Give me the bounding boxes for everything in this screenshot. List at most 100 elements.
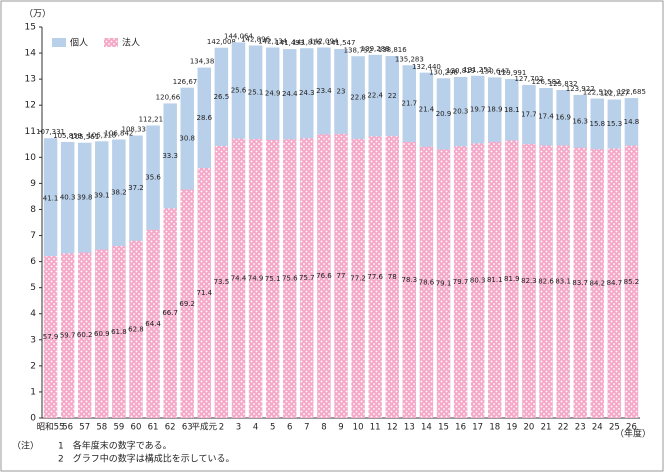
bar-segment bbox=[317, 47, 331, 135]
data-label: 25.6 bbox=[231, 87, 247, 95]
bar-segment bbox=[129, 240, 143, 418]
bar-segment bbox=[214, 47, 229, 146]
total-label: 141,547 bbox=[327, 39, 356, 47]
bar-segment bbox=[112, 245, 126, 418]
bar-segment bbox=[556, 145, 570, 418]
x-tick-label: 12 bbox=[387, 423, 398, 433]
x-tick-label: 5 bbox=[270, 423, 275, 433]
total-label: 106,842 bbox=[104, 129, 133, 137]
bar-segment bbox=[351, 138, 365, 418]
x-tick-label: 62 bbox=[165, 423, 176, 433]
bar-segment bbox=[60, 253, 75, 418]
y-tick-label: 11 bbox=[25, 127, 36, 137]
data-label: 77.6 bbox=[367, 273, 383, 281]
total-label: 139,288 bbox=[361, 45, 390, 53]
bar-segment bbox=[129, 135, 143, 241]
x-tick-label: 58 bbox=[96, 423, 107, 433]
legend-label: 法人 bbox=[122, 37, 140, 49]
bar-segment bbox=[573, 94, 587, 148]
bar-segment bbox=[265, 47, 280, 140]
y-tick-label: 15 bbox=[25, 23, 36, 33]
bar-segment bbox=[43, 141, 58, 257]
bar-segment bbox=[607, 99, 622, 149]
data-label: 61.8 bbox=[111, 328, 127, 336]
bar-segment bbox=[214, 145, 229, 418]
data-label: 76.6 bbox=[316, 272, 332, 280]
bar-segment bbox=[590, 149, 604, 419]
total-label: 108,337 bbox=[121, 126, 150, 134]
y-tick-label: 10 bbox=[25, 153, 37, 163]
data-label: 64.4 bbox=[145, 320, 161, 328]
y-tick-label: 3 bbox=[30, 335, 36, 345]
data-label: 17.7 bbox=[521, 111, 537, 119]
total-label: 131,251 bbox=[463, 66, 492, 74]
data-label: 79.1 bbox=[436, 280, 452, 288]
x-tick-label: 60 bbox=[131, 423, 142, 433]
total-label: 126,582 bbox=[532, 78, 561, 86]
bar-segment bbox=[522, 144, 536, 418]
data-label: 74.4 bbox=[231, 274, 247, 282]
total-label: 129,991 bbox=[497, 69, 526, 77]
data-label: 62.8 bbox=[128, 325, 144, 333]
data-label: 79.7 bbox=[453, 278, 469, 286]
bar-segment bbox=[471, 75, 485, 144]
total-label: 141,816 bbox=[292, 38, 321, 46]
data-label: 22.4 bbox=[367, 92, 383, 100]
bar-segment bbox=[419, 72, 434, 147]
x-tick-label: 8 bbox=[321, 423, 326, 433]
bar-segment bbox=[471, 143, 485, 418]
total-label: 127,702 bbox=[514, 75, 543, 83]
x-tick-label: 昭和55 bbox=[37, 423, 65, 433]
bar-segment bbox=[607, 148, 622, 418]
bar-segment bbox=[624, 98, 639, 146]
data-label: 21.4 bbox=[419, 106, 435, 114]
bar-segment bbox=[556, 89, 570, 146]
total-label: 107,331 bbox=[36, 128, 65, 136]
data-label: 59.7 bbox=[60, 332, 76, 340]
x-tick-label: 22 bbox=[558, 423, 569, 433]
y-tick-label: 14 bbox=[25, 49, 37, 59]
bar-segment bbox=[539, 88, 553, 146]
bar-segment bbox=[78, 142, 92, 253]
data-label: 81.9 bbox=[504, 275, 520, 283]
data-label: 24.4 bbox=[282, 90, 298, 98]
y-tick-label: 8 bbox=[30, 205, 36, 215]
data-label: 22 bbox=[388, 92, 397, 100]
total-label: 123,922 bbox=[566, 85, 595, 93]
bar-segment bbox=[43, 256, 58, 418]
bar-segment bbox=[95, 141, 109, 250]
x-tick-label: 3 bbox=[236, 423, 241, 433]
data-label: 20.3 bbox=[453, 108, 469, 116]
bar-segment bbox=[180, 189, 194, 418]
data-label: 57.9 bbox=[43, 333, 59, 341]
data-label: 41.1 bbox=[43, 195, 59, 203]
note: 1 各年度末の数字である。 bbox=[58, 440, 172, 452]
data-label: 81.1 bbox=[487, 276, 503, 284]
data-label: 39.1 bbox=[94, 191, 110, 199]
data-label: 25.1 bbox=[248, 88, 264, 96]
data-label: 18.1 bbox=[504, 106, 520, 114]
bar-segment bbox=[351, 56, 365, 139]
x-tick-label: 63 bbox=[182, 423, 193, 433]
bar-segment bbox=[95, 249, 109, 418]
data-label: 77.2 bbox=[350, 274, 366, 282]
bar-segment bbox=[453, 146, 468, 418]
y-tick-label: 9 bbox=[30, 179, 36, 189]
bar-segment bbox=[283, 139, 297, 419]
bar-segment bbox=[78, 252, 92, 418]
total-label: 144,064 bbox=[224, 32, 253, 40]
bar-segment bbox=[248, 45, 263, 140]
bar-segment bbox=[505, 140, 519, 418]
data-label: 28.6 bbox=[197, 114, 213, 122]
total-label: 142,134 bbox=[258, 38, 287, 46]
x-tick-label: 11 bbox=[370, 423, 381, 433]
bar-segment bbox=[385, 135, 399, 418]
total-label: 134,381 bbox=[190, 58, 219, 66]
bar-segment bbox=[300, 48, 314, 139]
x-tick-label: 6 bbox=[287, 423, 292, 433]
bar-segment bbox=[248, 139, 263, 418]
x-tick-label: 24 bbox=[592, 423, 603, 433]
total-label: 142,896 bbox=[241, 36, 270, 44]
bar-segment bbox=[385, 56, 399, 136]
x-tick-label: 16 bbox=[455, 423, 466, 433]
